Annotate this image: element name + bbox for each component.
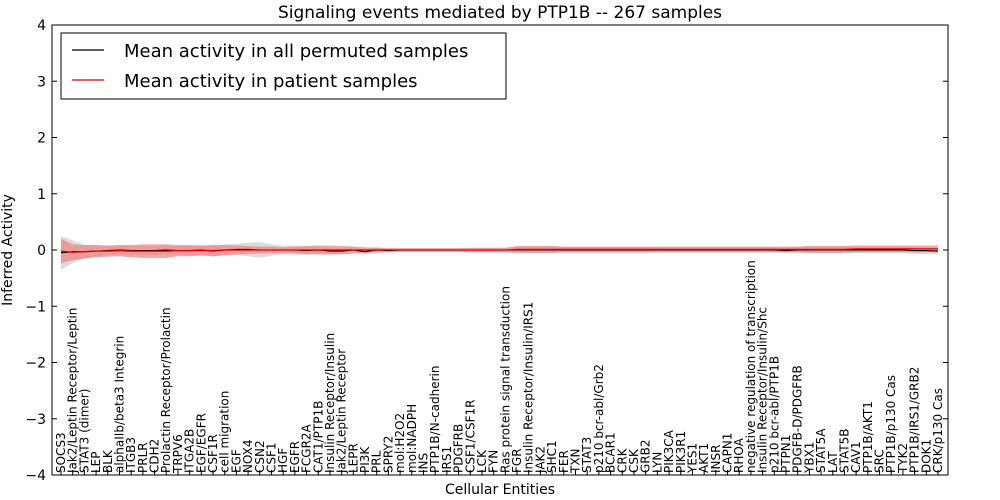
x-category-label: INSR [709, 445, 723, 473]
x-category-label: CSF1/CSF1R [463, 400, 477, 473]
x-category-label: EGFR [288, 441, 302, 473]
x-category-label: Jak2/Leptin Receptor/Leptin [66, 308, 80, 474]
x-category-label: FGR [510, 448, 524, 473]
x-category-label: FCGR2A [300, 423, 314, 473]
y-tick-label: −1 [25, 299, 46, 315]
x-category-label: Prolactin Receptor/Prolactin [159, 307, 173, 473]
x-category-label: CSF1 [264, 442, 278, 473]
x-category-label: Jak2/Leptin Receptor [335, 349, 349, 474]
x-category-label: CAPN1 [721, 433, 735, 473]
x-category-label: HGF [276, 448, 290, 473]
x-category-label: ITGB3 [124, 437, 138, 473]
x-category-label: YES1 [685, 443, 699, 474]
x-category-label: Insulin Receptor/Insulin [323, 333, 337, 473]
x-axis-label: Cellular Entities [445, 482, 555, 498]
x-category-label: JAK2 [533, 446, 547, 474]
x-category-label: PDGFRB [452, 424, 466, 473]
x-category-label: FER [557, 450, 571, 473]
x-category-label: SOCS3 [54, 432, 68, 473]
legend: Mean activity in all permuted samples Me… [60, 32, 507, 100]
x-category-label: AKT1 [697, 443, 711, 473]
x-category-label: STAT3 [580, 437, 594, 473]
x-category-label: Insulin Receptor/Insulin/IRS1 [522, 302, 536, 473]
y-tick-label: 1 [37, 187, 46, 203]
x-category-label: CSN2 [253, 440, 267, 473]
x-category-label: CRK/p130 Cas [931, 388, 945, 473]
x-category-label: PTP1B/IRS1/GRB2 [908, 367, 922, 473]
x-category-label: RHOA [732, 437, 746, 473]
x-category-label: LAT [826, 451, 840, 473]
x-category-label: PIK3CA [662, 429, 676, 473]
x-category-label: ITGA2B [183, 429, 197, 473]
x-category-label: FYN [487, 450, 501, 473]
legend-label-patient: Mean activity in patient samples [124, 71, 418, 92]
y-axis-label: Inferred Activity [0, 194, 16, 306]
x-category-label: p210 bcr-abl/Grb2 [592, 364, 606, 473]
y-tick-label: 2 [37, 131, 46, 147]
x-category-label: TRPV6 [171, 434, 185, 474]
x-category-label: LEPR [346, 443, 360, 473]
y-tick-label: 0 [37, 243, 46, 259]
legend-label-permuted: Mean activity in all permuted samples [124, 41, 468, 62]
x-category-label: SHC1 [545, 440, 559, 473]
y-tick-label: 4 [37, 18, 46, 34]
x-category-label: YBX1 [802, 442, 816, 474]
x-category-label: BLK [101, 449, 115, 473]
y-tick-label: 3 [37, 74, 46, 90]
x-category-label: PIK3R1 [674, 431, 688, 473]
x-category-label: STAT5A [814, 428, 828, 473]
x-category-label: IRS1 [440, 446, 454, 473]
x-category-label: cell migration [218, 391, 232, 473]
x-category-label: STAT3 (dimer) [77, 389, 91, 473]
x-category-label: NOX4 [241, 439, 255, 473]
y-tick-label: −2 [25, 356, 46, 372]
x-category-label: TYK2 [896, 443, 910, 474]
x-category-label: negative regulation of transcription [744, 260, 758, 473]
x-category-label: SRC [873, 449, 887, 473]
x-category-label: LYN [650, 452, 664, 473]
x-category-label: PDGFB-D/PDGFRB [791, 365, 805, 473]
x-category-label: SPRY2 [381, 436, 395, 473]
x-category-label: CSK [627, 448, 641, 473]
legend-box [60, 32, 507, 100]
x-category-label: GRB2 [639, 439, 653, 473]
x-category-label: CAV1 [849, 441, 863, 473]
x-category-label: BCAR1 [604, 432, 618, 473]
chart-title: Signaling events mediated by PTP1B -- 26… [278, 3, 722, 23]
y-axis: −4 −3 −2 −1 0 1 2 3 4 [25, 18, 948, 484]
patient-mean-line [60, 248, 938, 253]
x-category-label: INS [416, 453, 430, 473]
x-category-label: CDH2 [148, 439, 162, 473]
x-category-label: PTP1B/p130 Cas [884, 375, 898, 473]
x-category-label: STAT5B [837, 429, 851, 474]
x-category-label: Ras protein signal transduction [498, 286, 512, 473]
x-category-label: CAT1/PTP1B [311, 401, 325, 473]
x-category-label: p210 bcr-abl/PTP1B [767, 356, 781, 473]
patient-spread-band [61, 238, 938, 264]
plot-area [60, 235, 939, 270]
y-tick-label: −4 [25, 468, 46, 484]
x-category-label: PTPN1 [779, 435, 793, 473]
x-category-label: PI3K [358, 446, 372, 473]
x-category-label: LCK [475, 449, 489, 473]
x-category-label: mol:H2O2 [393, 413, 407, 473]
x-category-label: PRLR [136, 442, 150, 473]
x-category-label: TXN [569, 448, 583, 474]
x-category-label: CRK [615, 447, 629, 473]
x-category-label: LEP [89, 451, 103, 473]
x-category-label: DOK1 [919, 439, 933, 473]
x-category-label: EGF/EGFR [194, 413, 208, 473]
x-category-label: PTP1B/N-cadherin [428, 366, 442, 473]
x-category-label: CSF1R [206, 434, 220, 473]
x-category-label: Insulin Receptor/Insulin/Shc [756, 307, 770, 473]
x-category-label: EGF [229, 449, 243, 473]
x-category-label: PTP1B/AKT1 [861, 401, 875, 473]
x-category-label: PRL [370, 450, 384, 473]
x-category-label: mol:NADPH [405, 404, 419, 473]
y-tick-label: −3 [25, 412, 46, 428]
x-category-label: alphaIIb/beta3 Integrin [112, 336, 126, 473]
